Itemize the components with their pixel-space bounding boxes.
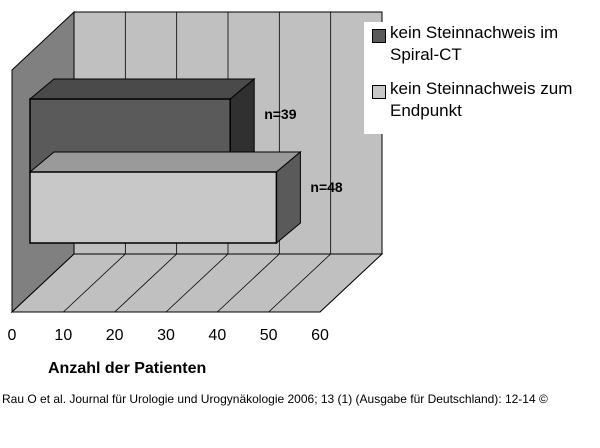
x-tick-label: 50 xyxy=(260,327,278,344)
data-label: n=48 xyxy=(310,179,343,195)
legend-swatch-2 xyxy=(372,85,386,99)
legend-label-1: kein Steinnachweis im Spiral-CT xyxy=(390,23,559,64)
x-tick-label: 10 xyxy=(54,327,72,344)
bar-top-face xyxy=(28,151,302,173)
gridline-floor xyxy=(114,253,177,313)
gridline-floor xyxy=(63,253,126,313)
x-tick-label: 0 xyxy=(8,327,17,344)
data-labels: n=39 n=48 xyxy=(264,106,343,195)
x-axis-label: Anzahl der Patienten xyxy=(48,360,207,377)
legend-label-2: kein Steinnachweis zum Endpunkt xyxy=(390,79,573,120)
gridline-floor xyxy=(165,253,229,313)
legend-item-1: kein Steinnachweis im Spiral-CT xyxy=(364,22,600,66)
bar-top-face xyxy=(28,78,256,100)
x-tick-label: 20 xyxy=(106,327,124,344)
x-tick-labels: 0 10 20 30 40 50 60 xyxy=(8,327,329,344)
gridline-floor xyxy=(268,253,331,313)
x-tick-label: 40 xyxy=(208,327,226,344)
legend: kein Steinnachweis im Spiral-CT kein Ste… xyxy=(364,22,600,134)
legend-swatch-1 xyxy=(372,29,386,43)
bar-front-face xyxy=(29,171,278,244)
citation-footer: Rau O et al. Journal für Urologie und Ur… xyxy=(2,392,548,406)
gridline-floor xyxy=(319,253,383,313)
x-tick-label: 30 xyxy=(157,327,175,344)
x-tick-label: 60 xyxy=(311,327,329,344)
gridline-floor xyxy=(217,253,280,313)
bars xyxy=(28,77,302,245)
legend-item-2: kein Steinnachweis zum Endpunkt xyxy=(364,78,600,122)
data-label: n=39 xyxy=(264,106,297,122)
